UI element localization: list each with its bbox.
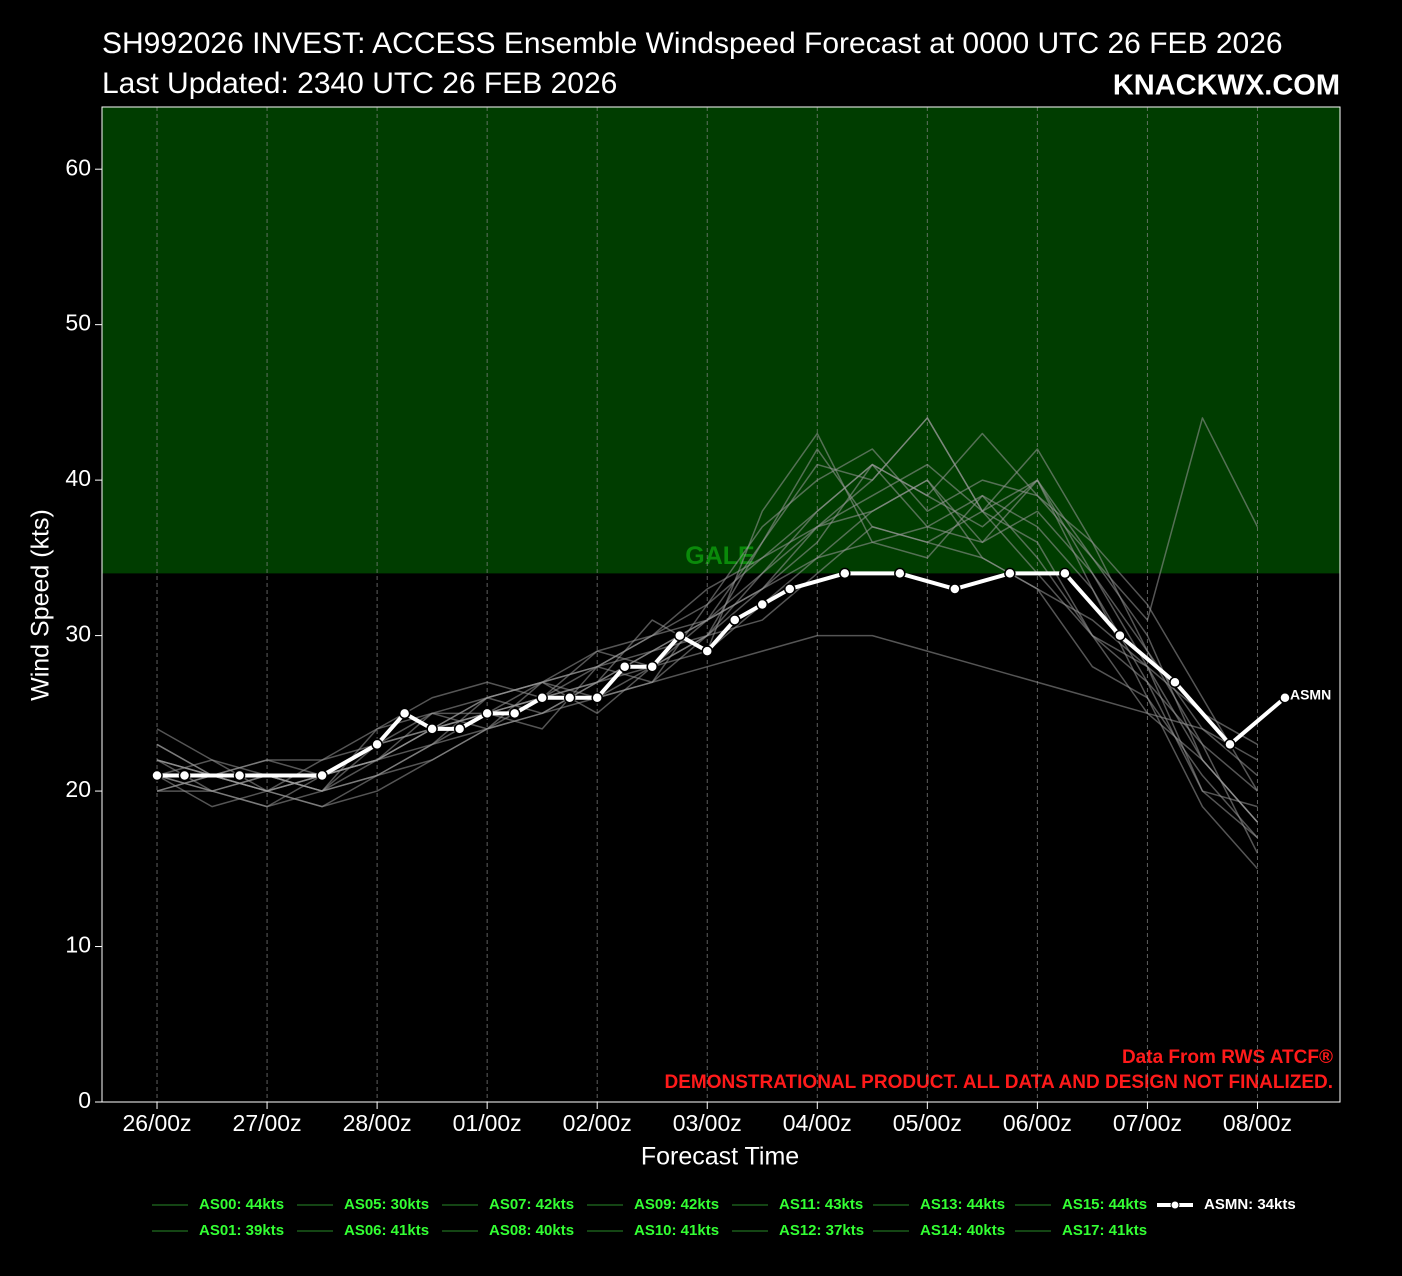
mean-marker [1169,676,1181,688]
legend-label: AS11: 43kts [779,1196,863,1213]
annotation: Data From RWS ATCF® [1122,1047,1333,1068]
legend-label: ASMN: 34kts [1204,1196,1296,1213]
mean-marker [426,723,438,735]
legend-label: AS08: 40kts [489,1222,574,1239]
member-line [156,417,1259,792]
mean-marker [151,769,163,782]
mean-marker [1059,567,1071,580]
mean-marker [178,769,191,782]
y-tick-label: 60 [65,154,91,180]
x-tick-label: 04/00z [783,1110,852,1136]
mean-marker [1004,567,1016,580]
x-tick-label: 03/00z [673,1110,742,1136]
y-tick-label: 10 [65,932,91,958]
mean-marker [481,707,493,720]
mean-marker [646,660,658,673]
legend-label: AS17: 41kts [1062,1222,1147,1239]
mean-marker [1279,692,1291,704]
chart-subtitle: Last Updated: 2340 UTC 26 FEB 2026 [102,67,617,100]
x-tick-label: 01/00z [453,1110,522,1136]
annotation: DEMONSTRATIONAL PRODUCT. ALL DATA AND DE… [665,1072,1334,1093]
mean-marker [536,692,548,704]
legend-label: AS00: 44kts [199,1196,284,1213]
mean-marker [784,583,796,595]
y-tick-label: 50 [65,310,91,336]
legend-label: AS12: 37kts [779,1222,864,1239]
mean-marker [673,629,686,642]
x-tick-label: 26/00z [122,1110,191,1136]
gale-band [102,107,1340,574]
mean-marker [618,660,631,673]
legend-label: AS06: 41kts [344,1222,429,1239]
plot-frame [101,106,1341,1103]
legend-label: AS01: 39kts [199,1222,284,1239]
y-tick-label: 30 [65,621,91,647]
mean-marker [398,707,411,720]
mean-marker [1114,629,1126,642]
mean-marker [591,692,603,704]
mean-marker [729,614,741,626]
x-tick-label: 28/00z [343,1110,412,1136]
mean-marker [1224,738,1236,751]
mean-marker [233,769,246,782]
legend-label: AS10: 41kts [634,1222,719,1239]
mean-marker [949,583,961,595]
legend-swatch [1170,1200,1180,1210]
x-tick-label: 06/00z [1003,1110,1072,1136]
mean-marker [316,769,328,782]
mean-marker [453,723,466,735]
y-axis-label: Wind Speed (kts) [27,509,55,701]
member-line [156,448,1258,792]
mean-marker [563,692,576,704]
legend-label: AS15: 44kts [1062,1196,1147,1213]
x-axis-label: Forecast Time [641,1143,799,1171]
x-tick-label: 07/00z [1113,1110,1182,1136]
x-tick-label: 27/00z [233,1110,302,1136]
legend-label: AS09: 42kts [634,1196,719,1213]
member-line [156,526,1258,792]
x-tick-label: 08/00z [1223,1110,1292,1136]
legend-label: AS07: 42kts [489,1196,574,1213]
legend-label: AS05: 30kts [344,1196,429,1213]
mean-marker [839,567,851,580]
mean-marker [756,598,769,611]
x-tick-label: 05/00z [893,1110,962,1136]
mean-marker [894,567,906,580]
y-tick-label: 0 [78,1087,91,1113]
chart-title: SH992026 INVEST: ACCESS Ensemble Windspe… [102,27,1283,60]
mean-marker [701,645,713,657]
mean-marker [508,707,521,720]
mean-line [157,571,1287,778]
y-tick-label: 40 [65,465,91,491]
legend-label: AS14: 40kts [920,1222,1005,1239]
x-tick-label: 02/00z [563,1110,632,1136]
mean-marker [371,738,383,751]
end-label: ASMN [1290,686,1331,702]
legend-label: AS13: 44kts [920,1196,1005,1213]
member-line [156,634,1258,808]
brand: KNACKWX.COM [1113,70,1340,102]
gale-label: GALE [685,542,754,570]
y-tick-label: 20 [65,776,91,802]
